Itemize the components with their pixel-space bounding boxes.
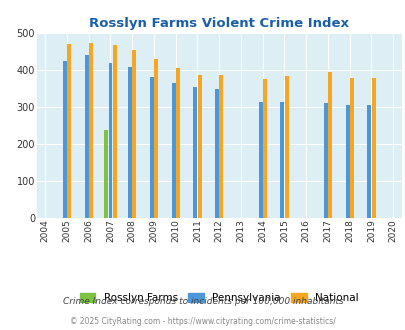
Bar — [262, 79, 266, 218]
Bar — [108, 63, 112, 218]
Bar — [215, 89, 218, 218]
Bar — [171, 82, 175, 218]
Bar — [219, 75, 223, 218]
Bar — [284, 76, 288, 218]
Bar — [371, 78, 375, 218]
Bar — [175, 68, 179, 218]
Bar — [149, 77, 153, 218]
Bar — [128, 67, 132, 218]
Bar — [327, 72, 331, 218]
Bar — [280, 102, 283, 218]
Bar — [258, 102, 262, 218]
Bar — [89, 43, 93, 218]
Bar — [193, 87, 197, 218]
Bar — [104, 130, 108, 218]
Bar — [367, 105, 370, 218]
Bar — [323, 103, 327, 218]
Bar — [63, 61, 66, 218]
Bar — [197, 75, 201, 218]
Legend: Rosslyn Farms, Pennsylvania, National: Rosslyn Farms, Pennsylvania, National — [79, 293, 358, 303]
Text: © 2025 CityRating.com - https://www.cityrating.com/crime-statistics/: © 2025 CityRating.com - https://www.city… — [70, 317, 335, 326]
Bar — [154, 58, 158, 218]
Bar — [113, 45, 117, 218]
Bar — [67, 45, 71, 218]
Title: Rosslyn Farms Violent Crime Index: Rosslyn Farms Violent Crime Index — [89, 17, 348, 30]
Bar — [84, 55, 88, 218]
Bar — [132, 50, 136, 218]
Bar — [345, 105, 349, 218]
Bar — [349, 78, 353, 218]
Text: Crime Index corresponds to incidents per 100,000 inhabitants: Crime Index corresponds to incidents per… — [62, 297, 343, 306]
